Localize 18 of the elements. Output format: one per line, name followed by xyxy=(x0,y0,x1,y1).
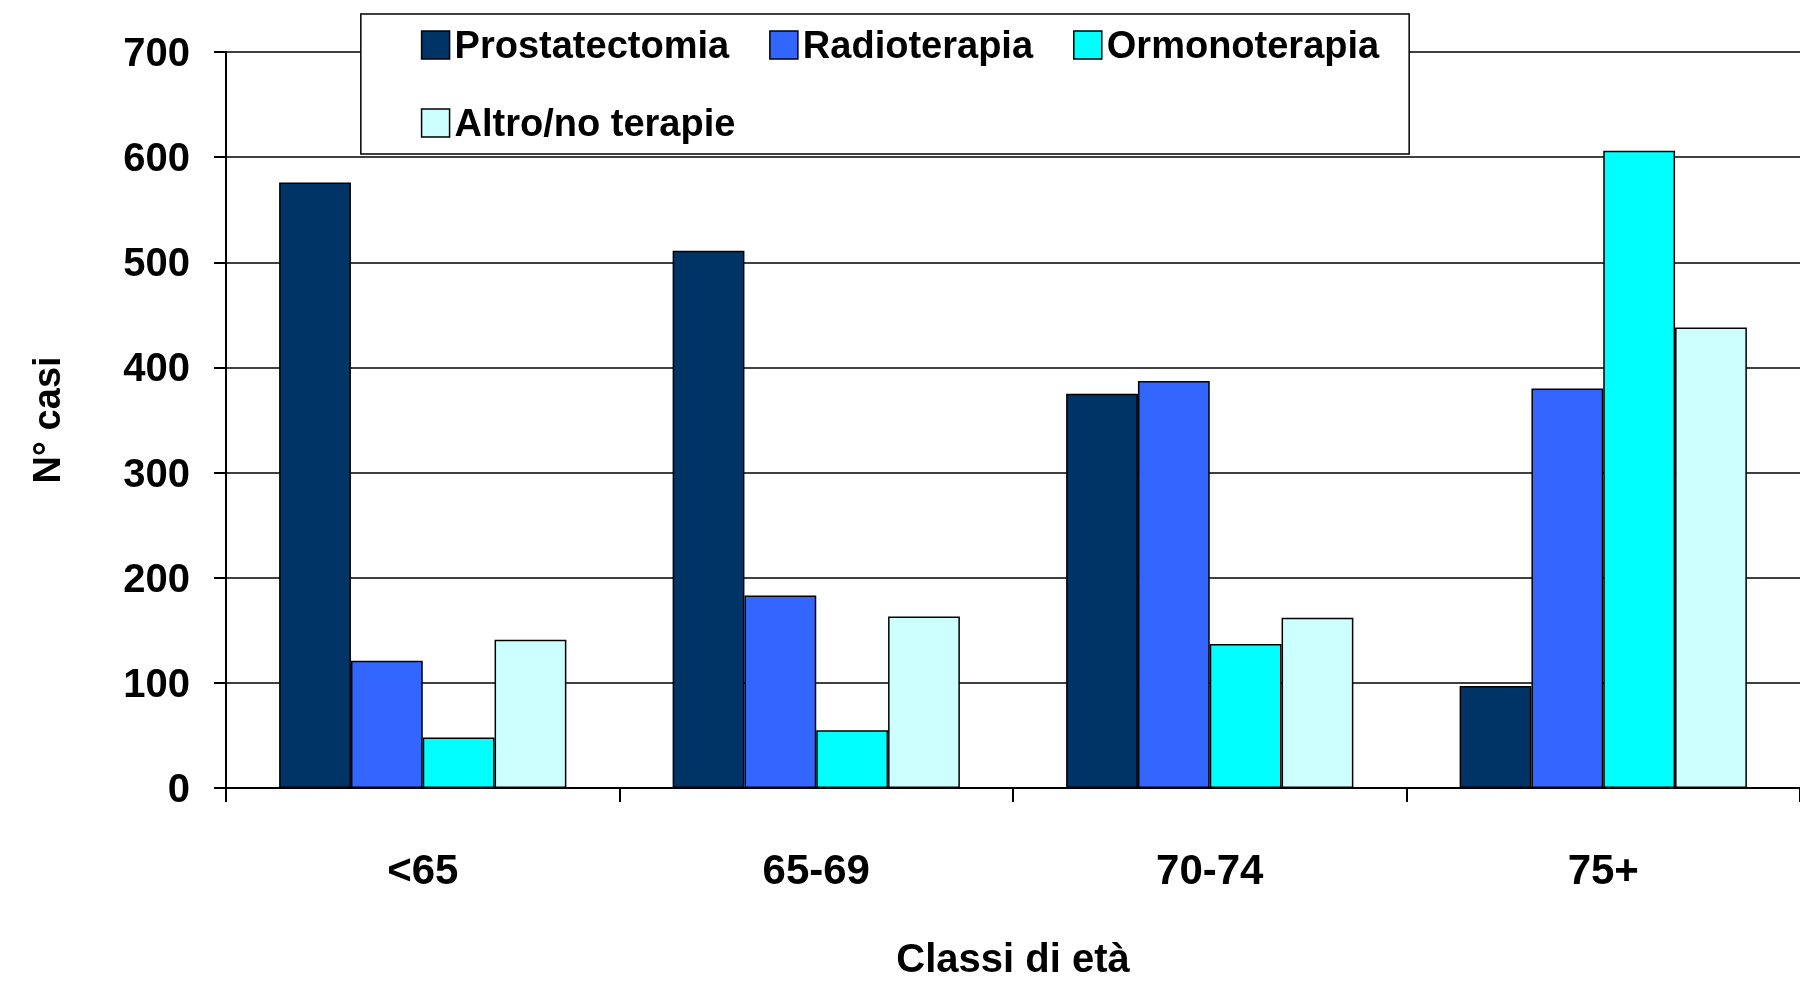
x-tick-label: 70-74 xyxy=(1156,845,1265,893)
legend-label: Prostatectomia xyxy=(454,24,730,66)
y-tick-label: 500 xyxy=(123,240,190,285)
y-tick-label: 0 xyxy=(167,766,190,810)
y-tick-label: 600 xyxy=(123,135,190,180)
x-tick-label: 75+ xyxy=(1567,845,1639,893)
y-tick-label: 300 xyxy=(123,450,190,495)
y-tick-label: 700 xyxy=(123,30,190,74)
y-tick-label: 200 xyxy=(123,555,190,600)
legend-label: Altro/no terapie xyxy=(454,102,736,144)
x-tick-label: 65-69 xyxy=(762,845,870,893)
x-tick-label: <65 xyxy=(387,845,459,893)
legend-label: Ormonoterapia xyxy=(1106,24,1381,66)
y-tick-label: 100 xyxy=(123,660,190,705)
y-tick-label: 400 xyxy=(123,345,190,390)
x-axis-title: Classi di età xyxy=(896,936,1131,980)
y-axis-title: N° casi xyxy=(26,356,68,484)
legend-label: Radioterapia xyxy=(802,24,1034,66)
